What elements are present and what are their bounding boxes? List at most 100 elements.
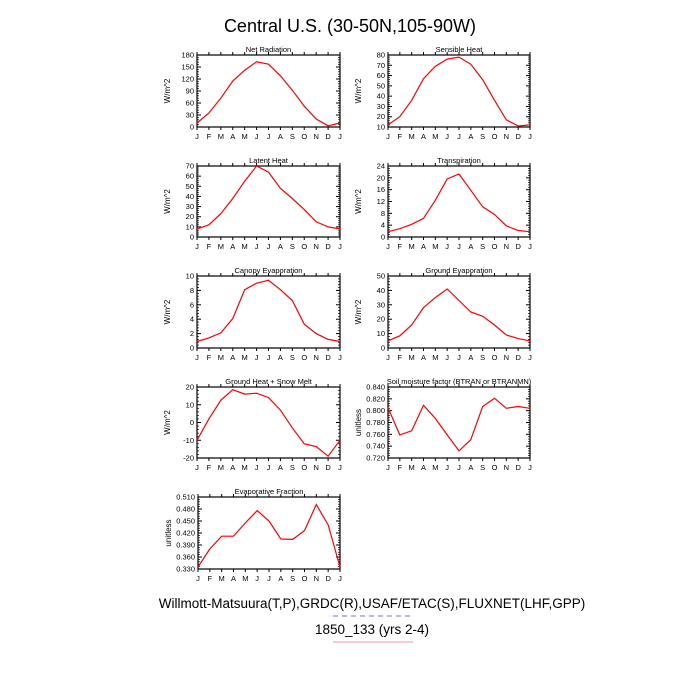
y-tick-label: 70 [377, 61, 385, 70]
y-axis-label: W/m^2 [354, 78, 363, 103]
x-tick-label: D [325, 353, 331, 362]
y-axis-label: unitless [164, 519, 173, 546]
series-line [387, 173, 531, 233]
x-tick-label: A [230, 242, 235, 251]
plot-frame [196, 165, 341, 238]
x-tick-label: D [325, 574, 331, 583]
plot-frame [387, 54, 531, 128]
y-tick-label: 70 [186, 162, 194, 171]
x-tick-label: A [421, 242, 426, 251]
x-tick-label: J [457, 132, 461, 141]
y-tick-label: 0.740 [366, 442, 385, 451]
x-tick-label: F [207, 242, 212, 251]
x-tick-label: D [325, 132, 331, 141]
x-tick-label: A [421, 463, 426, 472]
x-tick-label: M [218, 242, 224, 251]
plot-frame [196, 54, 341, 128]
y-tick-label: 30 [377, 300, 385, 309]
y-axis-label: W/m^2 [163, 78, 172, 103]
x-tick-label: J [338, 574, 342, 583]
x-tick-label: F [207, 353, 212, 362]
x-tick-label: M [242, 353, 248, 362]
x-tick-label: J [445, 463, 449, 472]
x-tick-label: S [480, 463, 485, 472]
x-tick-label: J [267, 463, 271, 472]
y-tick-label: 0.330 [176, 565, 195, 574]
y-tick-label: 6 [190, 300, 194, 309]
x-tick-label: J [255, 574, 259, 583]
y-tick-label: 0.420 [176, 529, 195, 538]
x-tick-label: J [255, 132, 259, 141]
x-tick-label: F [398, 463, 403, 472]
x-tick-label: J [255, 242, 259, 251]
x-tick-label: J [457, 463, 461, 472]
y-tick-label: 40 [377, 92, 385, 101]
y-tick-label: 8 [381, 209, 385, 218]
panel-title: Sensible Heat [436, 45, 484, 54]
x-tick-label: J [267, 353, 271, 362]
x-tick-label: N [504, 132, 509, 141]
y-tick-label: 40 [377, 286, 385, 295]
x-tick-label: J [528, 463, 532, 472]
y-tick-label: 0 [190, 123, 194, 132]
x-tick-label: J [386, 132, 390, 141]
series-line [196, 165, 341, 230]
y-tick-label: 0.450 [176, 517, 195, 526]
x-tick-label: F [398, 353, 403, 362]
x-tick-label: J [457, 353, 461, 362]
x-tick-label: J [445, 242, 449, 251]
x-tick-label: J [338, 242, 342, 251]
y-tick-label: 60 [186, 99, 194, 108]
y-axis-label: unitless [354, 409, 363, 436]
x-tick-label: M [409, 353, 415, 362]
panel-title: Net Radiation [246, 45, 291, 54]
y-tick-label: 20 [377, 315, 385, 324]
y-tick-label: 0.360 [176, 553, 195, 562]
y-tick-label: 120 [181, 75, 194, 84]
footer-line2: 1850_133 (yrs 2-4) [315, 622, 429, 637]
y-tick-label: 10 [186, 400, 194, 409]
x-tick-label: O [492, 353, 498, 362]
x-tick-label: N [313, 242, 318, 251]
x-tick-label: O [301, 463, 307, 472]
x-tick-label: M [432, 132, 438, 141]
x-tick-label: S [290, 242, 295, 251]
y-tick-label: 0.480 [176, 505, 195, 514]
x-tick-label: J [528, 353, 532, 362]
y-tick-label: 2 [190, 329, 194, 338]
y-tick-label: 0.760 [366, 430, 385, 439]
x-tick-label: F [207, 463, 212, 472]
x-tick-label: M [218, 463, 224, 472]
x-tick-label: O [302, 574, 308, 583]
x-tick-label: J [386, 353, 390, 362]
x-tick-label: J [195, 463, 199, 472]
y-tick-label: 0.820 [366, 394, 385, 403]
y-tick-label: 50 [186, 182, 194, 191]
x-tick-label: A [231, 574, 236, 583]
x-tick-label: A [278, 242, 283, 251]
plot-frame [387, 275, 531, 349]
x-tick-label: M [409, 463, 415, 472]
x-tick-label: J [386, 463, 390, 472]
x-tick-label: O [492, 242, 498, 251]
panel-soil-moisture-factor-btran-or-btranmn: Soil moisture factor (BTRAN or BTRANMN) u… [354, 377, 532, 472]
series-line [387, 397, 531, 452]
x-tick-label: M [242, 132, 248, 141]
panel-title: Canopy Evaporation [235, 266, 303, 275]
x-tick-label: J [195, 132, 199, 141]
x-tick-label: A [421, 353, 426, 362]
y-axis-label: W/m^2 [354, 189, 363, 214]
series-line [387, 56, 531, 127]
series-line [387, 288, 531, 342]
x-tick-label: N [313, 463, 318, 472]
y-tick-label: 0 [381, 344, 385, 353]
series-line [196, 61, 341, 127]
x-tick-label: S [480, 353, 485, 362]
y-tick-label: -10 [183, 436, 194, 445]
y-tick-label: 4 [381, 221, 385, 230]
y-tick-label: 4 [190, 315, 194, 324]
x-tick-label: M [432, 242, 438, 251]
x-tick-label: J [338, 463, 342, 472]
